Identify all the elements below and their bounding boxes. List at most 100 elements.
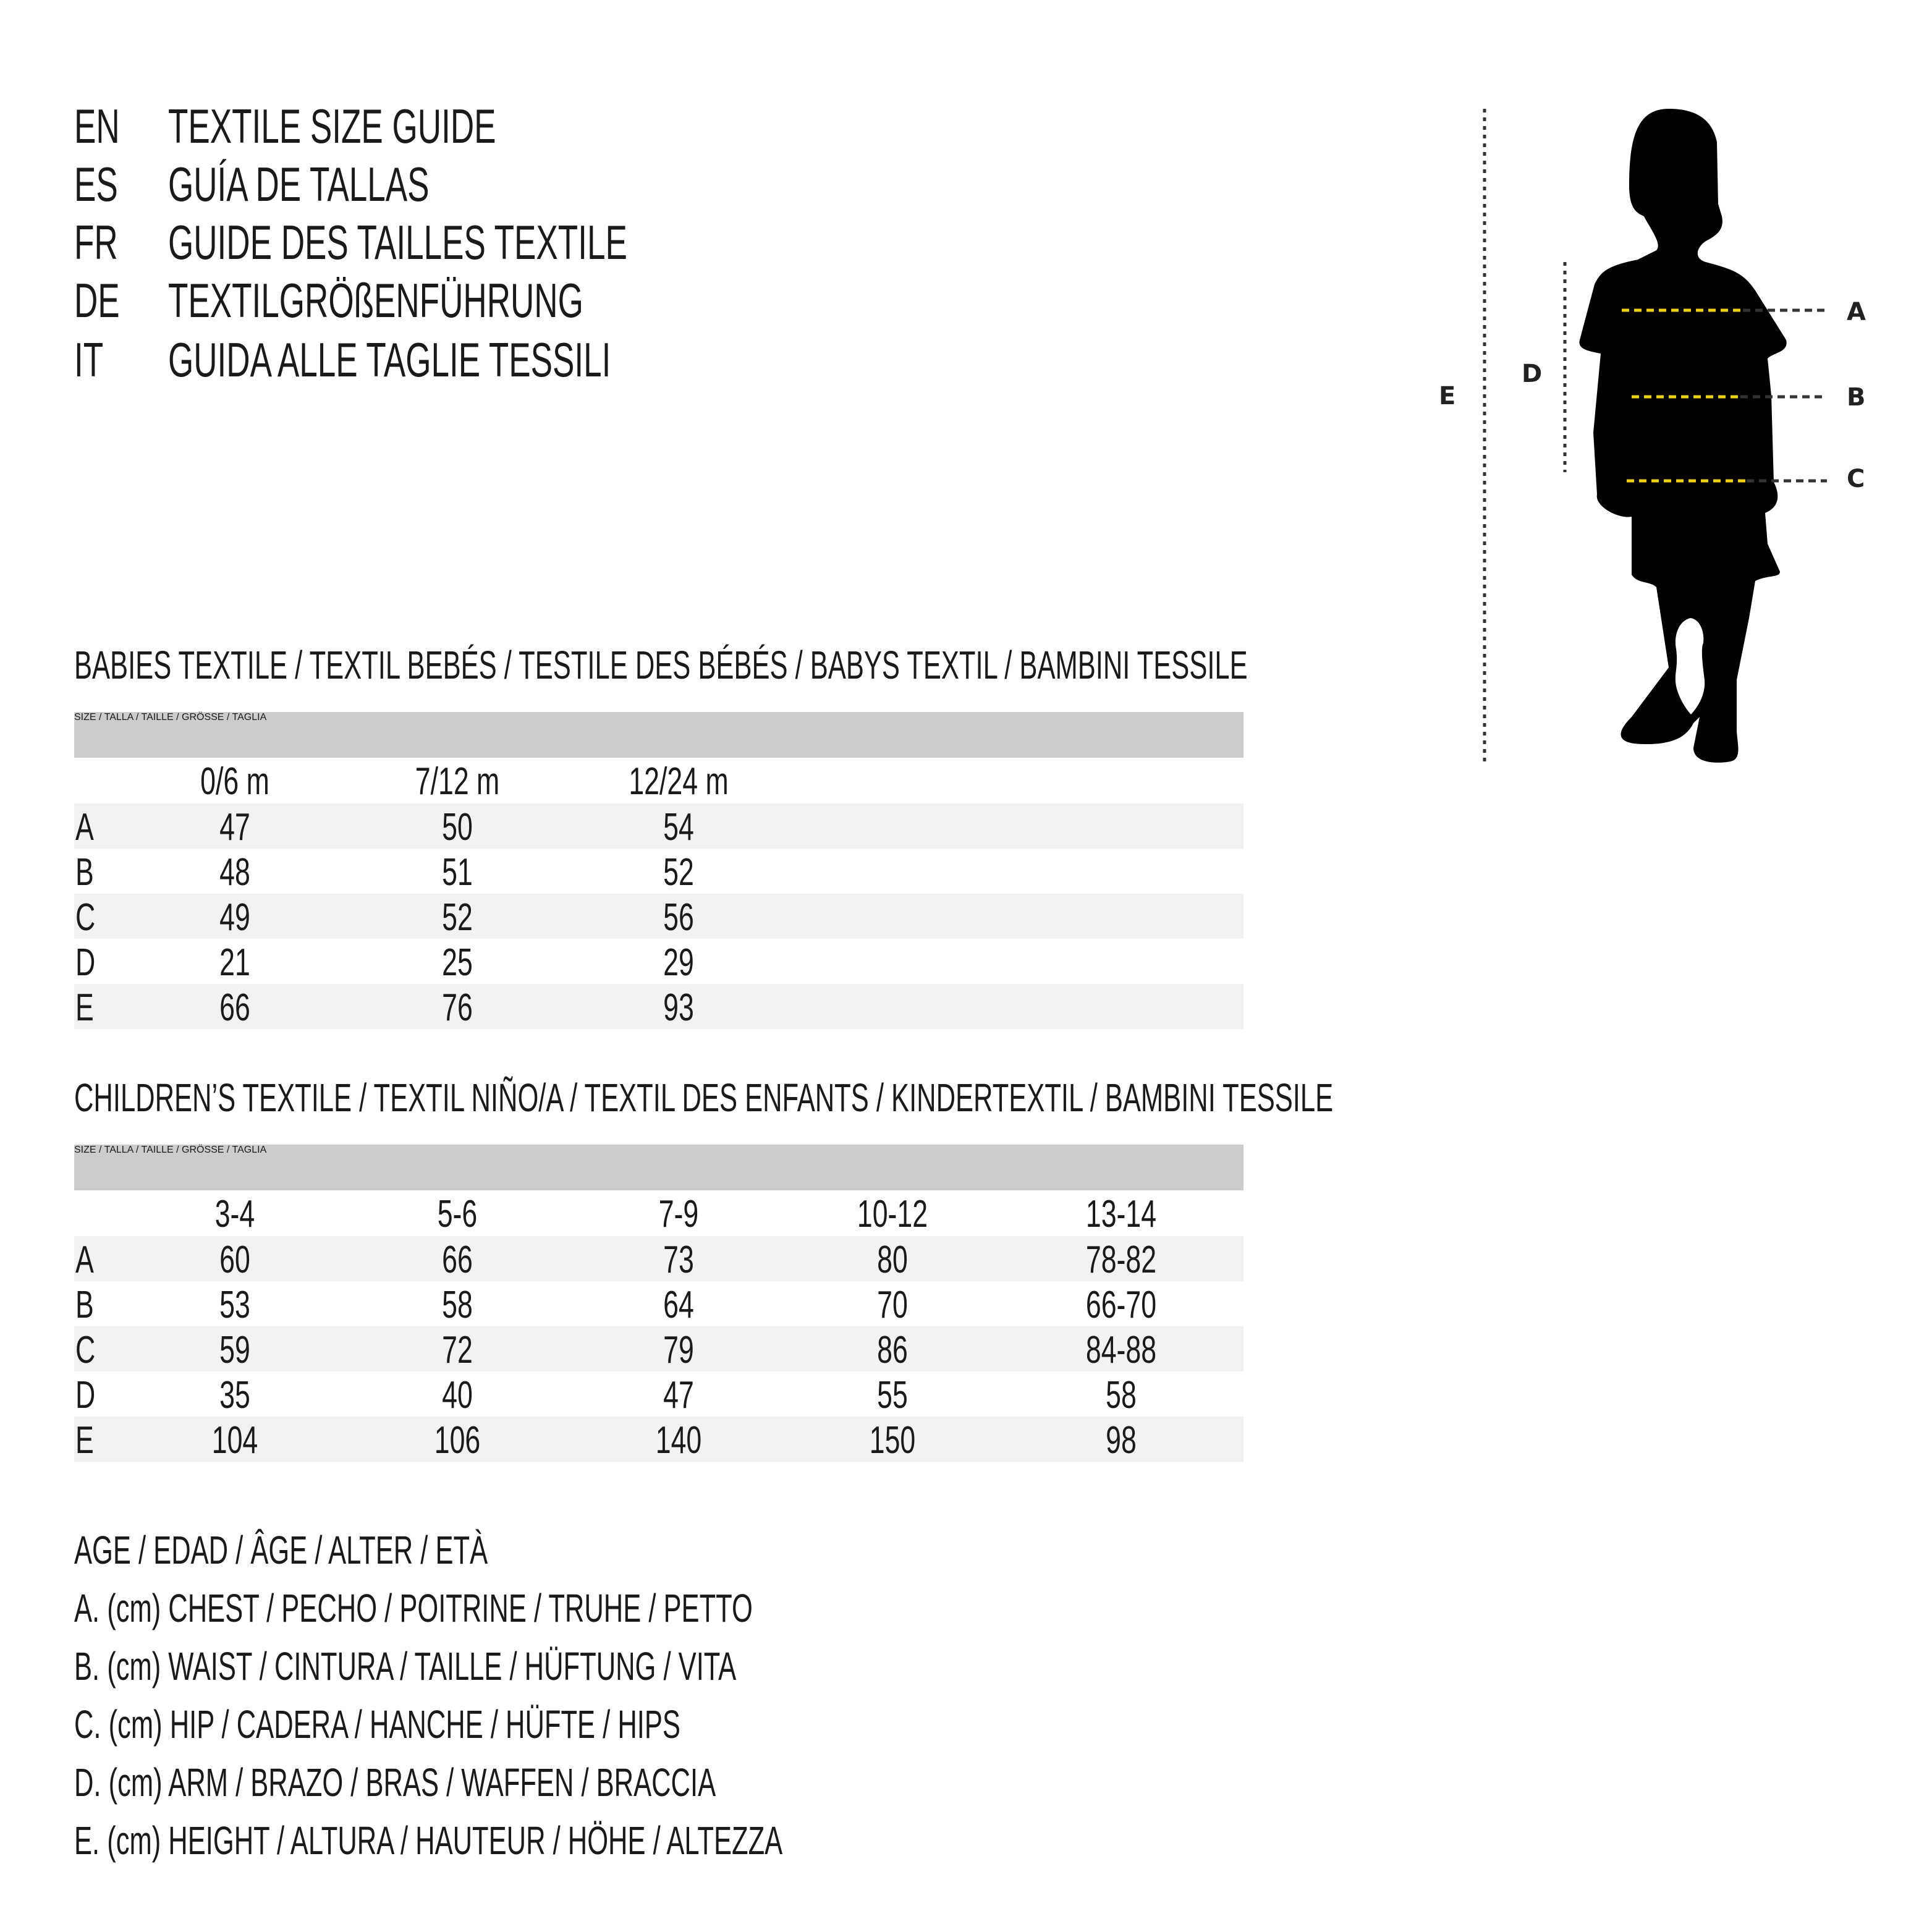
row-label: A <box>75 806 94 849</box>
legend-line: C. (cm) HIP / CADERA / HANCHE / HÜFTE / … <box>74 1702 680 1747</box>
table-row: A 47 50 54 <box>74 803 1244 849</box>
table-cell: 59 <box>219 1329 250 1371</box>
table-cell: 54 <box>663 806 694 849</box>
table-cell: 47 <box>663 1374 694 1417</box>
table-cell: 35 <box>219 1374 250 1417</box>
table-row: A 60 66 73 80 78-82 <box>74 1236 1244 1281</box>
table-cell: 40 <box>442 1374 473 1417</box>
column-header: 0/6 m <box>200 760 269 803</box>
section-heading: CHILDREN’S TEXTILE / TEXTIL NIÑO/A / TEX… <box>74 1075 1334 1120</box>
table-cell: 150 <box>869 1419 916 1462</box>
child-silhouette <box>1579 109 1787 763</box>
table-row: C 59 72 79 86 84-88 <box>74 1326 1244 1371</box>
table-cell: 56 <box>663 896 694 939</box>
table-cell: 72 <box>442 1329 473 1371</box>
table-row: C 49 52 56 <box>74 894 1244 939</box>
language-code: FR <box>74 215 118 269</box>
table-row: B 48 51 52 <box>74 849 1244 894</box>
size-label: SIZE / TALLA / TAILLE / GRÖSSE / TAGLIA <box>74 1145 267 1155</box>
column-header: 3-4 <box>214 1193 255 1235</box>
label-c: C <box>1847 465 1865 493</box>
label-d: D <box>1522 360 1542 388</box>
table-cell: 60 <box>219 1239 250 1281</box>
table-cell: 64 <box>663 1284 694 1326</box>
table-cell: 84-88 <box>1085 1329 1157 1371</box>
row-label: B <box>75 851 94 894</box>
size-label: SIZE / TALLA / TAILLE / GRÖSSE / TAGLIA <box>74 712 267 722</box>
table-cell: 98 <box>1106 1419 1137 1462</box>
table-cell: 47 <box>219 806 250 849</box>
table-cell: 93 <box>663 986 694 1029</box>
table-cell: 52 <box>663 851 694 894</box>
column-header: 7/12 m <box>415 760 500 803</box>
row-label: A <box>75 1239 94 1281</box>
legend-line: AGE / EDAD / ÂGE / ALTER / ETÀ <box>74 1528 488 1572</box>
table-cell: 79 <box>663 1329 694 1371</box>
table-cell: 76 <box>442 986 473 1029</box>
table-cell: 52 <box>442 896 473 939</box>
table-cell: 140 <box>655 1419 702 1462</box>
table-row: E 104 106 140 150 98 <box>74 1417 1244 1462</box>
language-code: DE <box>74 273 120 328</box>
row-label: C <box>75 1329 96 1371</box>
column-header: 5-6 <box>437 1193 478 1235</box>
size-header-bar: SIZE / TALLA / TAILLE / GRÖSSE / TAGLIA <box>74 1145 1244 1190</box>
label-e: E <box>1439 382 1455 410</box>
row-label: E <box>75 1419 94 1462</box>
guide-title: TEXTILGRÖßENFÜHRUNG <box>168 273 583 328</box>
table-cell: 21 <box>219 941 250 984</box>
column-header: 7-9 <box>658 1193 699 1235</box>
table-cell: 58 <box>1106 1374 1137 1417</box>
legend-line: A. (cm) CHEST / PECHO / POITRINE / TRUHE… <box>74 1586 753 1630</box>
table-cell: 25 <box>442 941 473 984</box>
guide-title: GUIDE DES TAILLES TEXTILE <box>168 215 627 269</box>
guide-title: TEXTILE SIZE GUIDE <box>168 99 496 153</box>
guide-title: GUÍA DE TALLAS <box>168 157 430 211</box>
table-row: B 53 58 64 70 66-70 <box>74 1281 1244 1326</box>
legend-line: B. (cm) WAIST / CINTURA / TAILLE / HÜFTU… <box>74 1644 737 1688</box>
table-row: E 66 76 93 <box>74 984 1244 1029</box>
table-cell: 104 <box>211 1419 258 1462</box>
table-cell: 66 <box>442 1239 473 1281</box>
label-b: B <box>1847 383 1866 412</box>
language-code: IT <box>74 333 104 387</box>
guide-title: GUIDA ALLE TAGLIE TESSILI <box>168 333 611 387</box>
column-header-row: 0/6 m 7/12 m 12/24 m <box>74 758 1244 803</box>
table-cell: 66-70 <box>1085 1284 1157 1326</box>
row-label: B <box>75 1284 94 1326</box>
label-a: A <box>1847 298 1866 326</box>
section-heading: BABIES TEXTILE / TEXTIL BEBÉS / TESTILE … <box>74 643 1248 687</box>
row-label: E <box>75 986 94 1029</box>
column-header: 13-14 <box>1085 1193 1157 1235</box>
table-cell: 50 <box>442 806 473 849</box>
legend-line: D. (cm) ARM / BRAZO / BRAS / WAFFEN / BR… <box>74 1760 716 1805</box>
table-cell: 86 <box>877 1329 908 1371</box>
table-cell: 53 <box>219 1284 250 1326</box>
table-cell: 51 <box>442 851 473 894</box>
row-label: C <box>75 896 96 939</box>
table-cell: 70 <box>877 1284 908 1326</box>
language-code: EN <box>74 99 120 153</box>
table-cell: 106 <box>434 1419 481 1462</box>
table-row: D 35 40 47 55 58 <box>74 1371 1244 1417</box>
table-cell: 73 <box>663 1239 694 1281</box>
table-cell: 29 <box>663 941 694 984</box>
table-cell: 78-82 <box>1085 1239 1157 1281</box>
table-cell: 80 <box>877 1239 908 1281</box>
legend-line: E. (cm) HEIGHT / ALTURA / HAUTEUR / HÖHE… <box>74 1818 783 1863</box>
table-cell: 49 <box>219 896 250 939</box>
row-label: D <box>75 941 96 984</box>
table-row: D 21 25 29 <box>74 939 1244 984</box>
table-cell: 55 <box>877 1374 908 1417</box>
column-header: 12/24 m <box>629 760 729 803</box>
table-cell: 58 <box>442 1284 473 1326</box>
table-cell: 48 <box>219 851 250 894</box>
table-cell: 66 <box>219 986 250 1029</box>
row-label: D <box>75 1374 96 1417</box>
column-header-row: 3-4 5-6 7-9 10-12 13-14 <box>74 1190 1244 1235</box>
leg-gap <box>1675 618 1705 714</box>
column-header: 10-12 <box>857 1193 928 1235</box>
size-header-bar: SIZE / TALLA / TAILLE / GRÖSSE / TAGLIA <box>74 712 1244 758</box>
language-code: ES <box>74 157 118 211</box>
